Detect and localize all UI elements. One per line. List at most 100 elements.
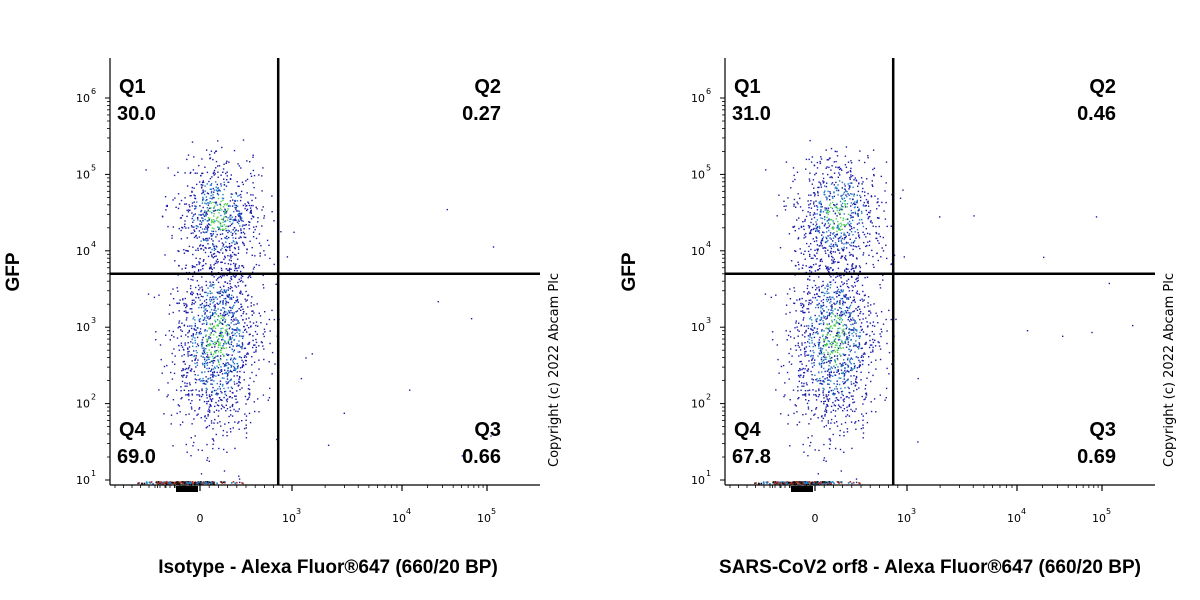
event-dot bbox=[169, 304, 171, 306]
event-dot bbox=[829, 157, 831, 159]
event-dot bbox=[175, 389, 178, 391]
event-dot bbox=[201, 192, 203, 195]
event-dot bbox=[856, 309, 859, 311]
event-dot bbox=[215, 433, 217, 436]
event-dot bbox=[210, 379, 212, 381]
event-dot bbox=[258, 368, 260, 370]
event-dot bbox=[886, 225, 888, 228]
event-dot bbox=[837, 359, 839, 361]
event-dot bbox=[204, 361, 207, 363]
event-dot bbox=[212, 253, 215, 255]
event-dot bbox=[814, 249, 816, 251]
event-dot bbox=[867, 217, 869, 220]
event-dot bbox=[801, 385, 803, 387]
event-dot bbox=[215, 255, 217, 257]
event-dot bbox=[202, 231, 205, 233]
event-dot bbox=[220, 238, 223, 240]
q4-label: Q4 bbox=[734, 419, 762, 441]
event-dot bbox=[205, 392, 207, 394]
event-dot bbox=[185, 311, 187, 314]
event-dot bbox=[247, 294, 250, 296]
event-dot bbox=[258, 242, 261, 244]
event-dot bbox=[836, 209, 838, 212]
event-dot bbox=[222, 245, 224, 247]
event-dot bbox=[194, 266, 196, 268]
event-dot bbox=[212, 330, 214, 332]
event-dot bbox=[210, 332, 212, 334]
event-dot bbox=[218, 212, 220, 214]
event-dot bbox=[225, 372, 227, 375]
event-dot bbox=[779, 247, 782, 249]
event-dot bbox=[229, 337, 231, 339]
event-dot bbox=[217, 261, 219, 263]
event-dot bbox=[232, 427, 234, 429]
event-dot bbox=[239, 367, 242, 369]
event-dot bbox=[792, 389, 795, 391]
event-dot bbox=[862, 205, 865, 207]
event-dot bbox=[241, 359, 243, 362]
event-dot bbox=[808, 303, 810, 306]
event-dot bbox=[243, 311, 245, 313]
event-dot bbox=[861, 359, 863, 362]
event-dot bbox=[865, 245, 867, 248]
event-dot bbox=[840, 307, 842, 310]
event-dot bbox=[846, 223, 848, 226]
event-dot bbox=[795, 405, 797, 407]
event-dot bbox=[269, 257, 271, 260]
event-dot bbox=[786, 293, 789, 295]
axis-event-dot bbox=[806, 481, 808, 484]
event-dot bbox=[865, 317, 867, 319]
event-dot bbox=[823, 352, 825, 354]
event-dot bbox=[241, 365, 244, 367]
event-dot bbox=[184, 382, 186, 384]
event-dot bbox=[846, 414, 849, 416]
event-dot bbox=[834, 236, 837, 238]
axis-event-dot bbox=[159, 482, 161, 485]
event-dot bbox=[810, 257, 813, 259]
event-dot bbox=[210, 383, 212, 385]
event-dot bbox=[845, 293, 847, 296]
event-dot bbox=[212, 221, 214, 223]
axis-event-dot bbox=[807, 482, 809, 484]
event-dot bbox=[835, 320, 838, 322]
event-dot bbox=[845, 333, 847, 335]
event-dot bbox=[227, 181, 229, 183]
event-dot bbox=[826, 395, 828, 398]
event-dot bbox=[241, 343, 244, 345]
event-dot bbox=[223, 183, 226, 186]
event-dot bbox=[217, 393, 219, 395]
event-dot bbox=[217, 415, 220, 417]
event-dot bbox=[847, 268, 849, 270]
event-dot bbox=[255, 341, 258, 344]
event-dot bbox=[192, 345, 194, 347]
event-dot bbox=[791, 355, 793, 357]
event-dot bbox=[824, 356, 826, 358]
event-dot bbox=[218, 226, 220, 229]
event-dot bbox=[820, 416, 823, 418]
event-dot bbox=[866, 245, 868, 247]
event-dot bbox=[845, 380, 848, 382]
event-dot bbox=[861, 298, 863, 300]
event-dot bbox=[218, 385, 221, 388]
event-dot bbox=[817, 473, 819, 475]
event-dot bbox=[847, 343, 849, 346]
event-dot bbox=[842, 300, 844, 302]
event-dot bbox=[245, 236, 247, 239]
event-dot bbox=[829, 296, 831, 298]
event-dot bbox=[220, 369, 223, 371]
event-dot bbox=[836, 369, 838, 371]
event-dot bbox=[771, 339, 774, 341]
event-dot bbox=[178, 344, 180, 347]
event-dot bbox=[181, 355, 183, 357]
event-dot bbox=[202, 213, 204, 215]
event-dot bbox=[248, 392, 251, 395]
event-dot bbox=[837, 369, 840, 371]
event-dot bbox=[820, 258, 823, 260]
event-dot bbox=[191, 202, 194, 204]
event-dot bbox=[192, 389, 194, 391]
event-dot bbox=[837, 212, 840, 214]
event-dot bbox=[812, 257, 814, 259]
event-dot bbox=[219, 292, 221, 294]
event-dot bbox=[858, 335, 860, 337]
event-dot bbox=[812, 214, 815, 216]
